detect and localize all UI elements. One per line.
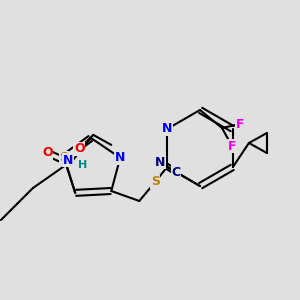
Text: F: F — [228, 140, 236, 152]
Text: N: N — [115, 151, 125, 164]
Text: S: S — [59, 151, 68, 164]
Text: N: N — [162, 122, 172, 136]
Text: F: F — [236, 118, 244, 130]
Text: N: N — [155, 155, 165, 169]
Text: S: S — [151, 176, 160, 188]
Text: O: O — [42, 146, 52, 159]
Text: N: N — [63, 154, 73, 166]
Text: H: H — [78, 160, 88, 170]
Text: O: O — [74, 142, 85, 155]
Text: C: C — [171, 166, 181, 178]
